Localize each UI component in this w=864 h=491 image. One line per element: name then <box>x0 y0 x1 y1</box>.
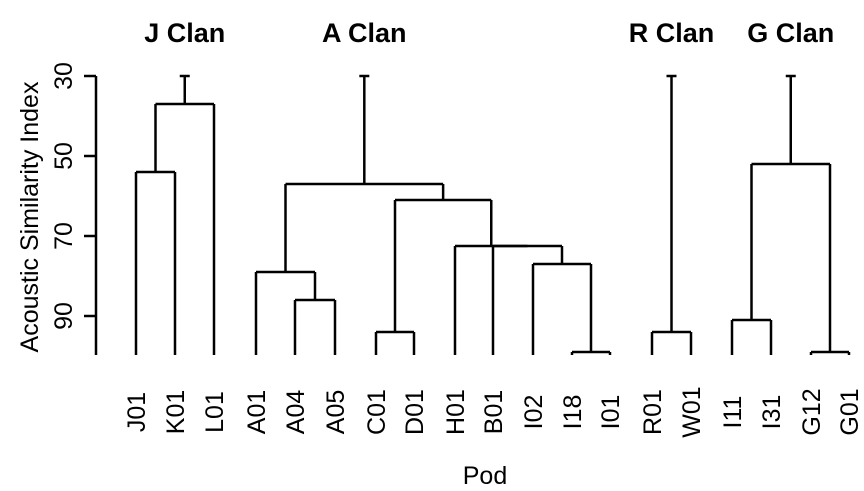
clan-label: R Clan <box>629 18 715 48</box>
y-axis: 30 50 70 90 <box>50 62 98 355</box>
leaf-label: H01 <box>442 389 470 435</box>
clan-label: J Clan <box>144 18 225 48</box>
leaf-labels: J01 K01 L01 A01 A04 A05 C01 D01 H01 B01 I02 I18 I01 R… <box>123 386 864 437</box>
clan-labels: J Clan A Clan R Clan G Clan <box>144 18 834 48</box>
leaf-label: I01 <box>597 395 625 430</box>
leaf-label: G12 <box>798 388 826 435</box>
leaf-label: I11 <box>719 396 747 429</box>
y-tick-label: 70 <box>50 222 78 250</box>
leaf-label: D01 <box>401 389 429 435</box>
leaf-label: R01 <box>639 389 667 435</box>
dendrogram-links <box>134 74 851 355</box>
x-axis-title: Pod <box>463 462 507 490</box>
leaf-label: L01 <box>201 391 229 433</box>
leaf-label: A05 <box>322 390 350 434</box>
leaf-label: A04 <box>282 390 310 435</box>
leaf-label: B01 <box>480 390 508 434</box>
y-tick-label: 50 <box>50 142 78 170</box>
clan-label: G Clan <box>747 18 834 48</box>
leaf-label: G01 <box>836 388 864 435</box>
leaf-label: W01 <box>678 386 706 437</box>
y-axis-title: Acoustic Similarity Index <box>16 81 44 352</box>
leaf-label: K01 <box>162 390 190 434</box>
leaf-label: A01 <box>243 390 271 434</box>
y-tick-label: 90 <box>50 302 78 330</box>
clan-label: A Clan <box>322 18 407 48</box>
leaf-label: C01 <box>363 389 391 435</box>
y-tick-label: 30 <box>50 62 78 90</box>
leaf-label: I02 <box>520 395 548 430</box>
leaf-label: I31 <box>758 395 786 430</box>
leaf-label: I18 <box>559 395 587 430</box>
leaf-label: J01 <box>123 392 151 432</box>
